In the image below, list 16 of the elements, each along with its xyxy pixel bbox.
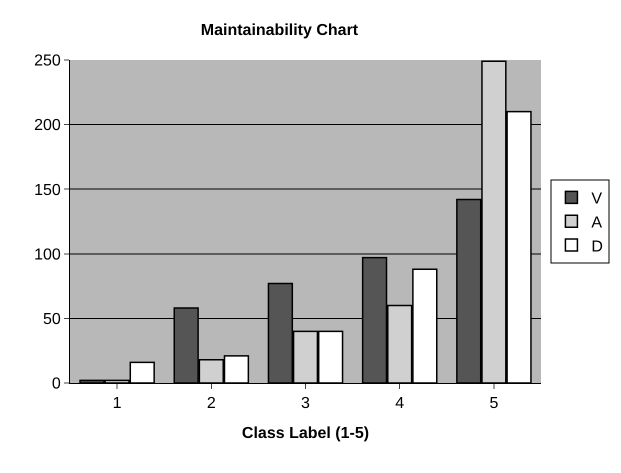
x-tick-label: 3 xyxy=(301,395,310,412)
y-tick-label: 50 xyxy=(43,311,61,328)
legend-label: V xyxy=(591,190,602,208)
y-tick-label: 200 xyxy=(34,117,61,134)
x-tick-label: 4 xyxy=(395,395,404,412)
y-tick-label: 0 xyxy=(52,376,61,393)
x-axis-title: Class Label (1-5) xyxy=(242,424,370,442)
x-tick-label: 1 xyxy=(112,395,122,412)
y-tick-label: 100 xyxy=(34,246,61,264)
legend-label: A xyxy=(591,214,602,232)
y-tick-label: 150 xyxy=(34,182,61,199)
x-tick-label: 2 xyxy=(206,395,216,412)
chart-title: Maintainability Chart xyxy=(200,22,359,39)
y-tick-label: 250 xyxy=(34,52,61,70)
x-tick-label: 5 xyxy=(489,395,498,412)
legend-label: D xyxy=(591,238,603,256)
